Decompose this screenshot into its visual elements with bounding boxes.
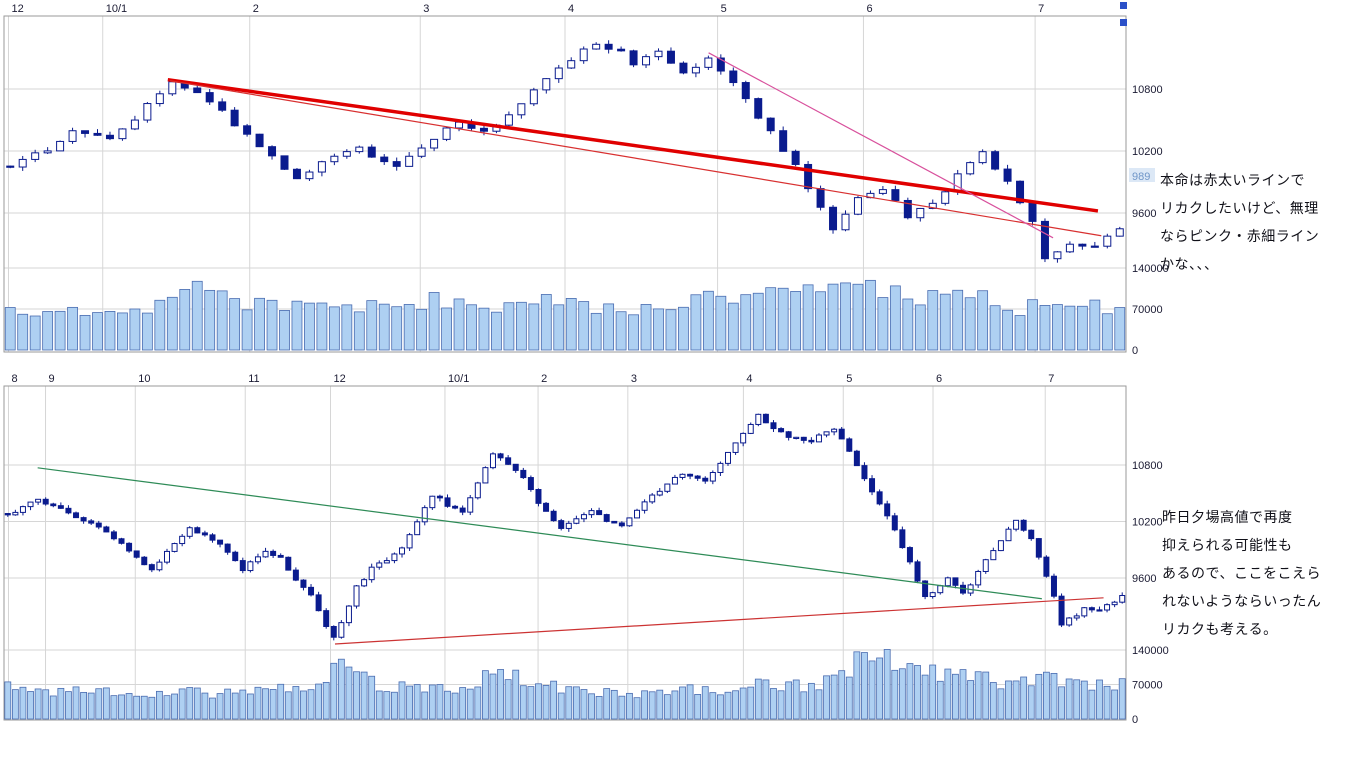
note-line: 本命は赤太いラインで [1160, 172, 1305, 188]
corner-marker[interactable] [1120, 2, 1127, 9]
note-line: 抑えられる可能性も [1162, 537, 1293, 553]
price-axis-label: 9600 [1132, 208, 1156, 220]
chart-note-top: 本命は赤太いラインで リカクしたいけど、無理 ならピンク・赤細ライン かな、、、 [1160, 166, 1319, 278]
plot-border [3, 15, 1127, 353]
x-axis-label: 5 [846, 373, 852, 385]
x-axis-label: 10/1 [106, 3, 127, 15]
x-axis-label: 7 [1048, 373, 1054, 385]
volume-axis-label: 140000 [1132, 263, 1169, 275]
x-axis-label: 3 [631, 373, 637, 385]
volume-bars [4, 649, 1126, 720]
price-axis-label: 10200 [1132, 517, 1163, 529]
x-axis-label: 12 [11, 3, 23, 15]
candles [6, 40, 1124, 263]
note-line: かな、、、 [1160, 256, 1219, 272]
x-axis-label: 4 [568, 3, 574, 15]
price-chart-panel-bottom: 8 9 10 11 12 10/1 2 3 4 5 6 7 10800 10200 9600 140000 70… [0, 370, 1204, 730]
corner-marker[interactable] [1120, 19, 1127, 26]
price-axis-label: 10800 [1132, 84, 1163, 96]
volume-axis-label: 70000 [1132, 304, 1163, 316]
note-line: 昨日夕場高値で再度 [1162, 509, 1293, 525]
chart-note-bottom: 昨日夕場高値で再度 抑えられる可能性もあるので、ここをこえら れないようならいったん… [1162, 503, 1321, 643]
x-axis-label: 6 [866, 3, 872, 15]
x-axis-label: 7 [1038, 3, 1044, 15]
current-price-tag: 989 [1132, 171, 1150, 183]
x-axis-label: 4 [746, 373, 752, 385]
volume-axis-label: 0 [1132, 345, 1138, 357]
pink-trendline [708, 52, 1054, 239]
plot-border [3, 385, 1127, 721]
x-axis-label: 2 [541, 373, 547, 385]
note-line: リカクしたいけど、無理 [1160, 200, 1319, 216]
thin-red-trendline [169, 80, 1102, 237]
thick-red-trendline [167, 77, 1099, 213]
price-axis-label: 9600 [1132, 573, 1156, 585]
volume-axis-label: 0 [1132, 714, 1138, 726]
note-line: リカクも考える。 [1162, 621, 1278, 637]
grid: 12 10/1 2 3 4 5 6 7 10800 10200 9600 140000 70000 0 [4, 3, 1169, 357]
x-axis-label: 10/1 [448, 373, 469, 385]
volume-axis-label: 70000 [1132, 679, 1163, 691]
note-line: あるので、ここをこえら [1162, 565, 1321, 581]
candlestick-chart-bottom: 8 9 10 11 12 10/1 2 3 4 5 6 7 10800 10200 9600 140000 70… [3, 373, 1169, 726]
x-axis-label: 10 [138, 373, 150, 385]
x-axis-label: 8 [11, 373, 17, 385]
candles [4, 413, 1126, 641]
note-line: ならピンク・赤細ライン [1160, 228, 1320, 244]
x-axis-label: 5 [721, 3, 727, 15]
price-chart-panel-top: 12 10/1 2 3 4 5 6 7 10800 10200 9600 140000 70000 0 98… [0, 0, 1204, 364]
grid: 8 9 10 11 12 10/1 2 3 4 5 6 7 10800 10200 9600 140000 70… [4, 373, 1169, 726]
candlestick-chart-top: 12 10/1 2 3 4 5 6 7 10800 10200 9600 140000 70000 0 98… [3, 2, 1169, 357]
price-axis-label: 10800 [1132, 460, 1163, 472]
current-price-tag-bg [1129, 168, 1155, 182]
green-trendline [37, 467, 1042, 600]
x-axis-label: 3 [423, 3, 429, 15]
note-line: れないようならいったん [1162, 593, 1322, 609]
x-axis-label: 12 [334, 373, 346, 385]
volume-axis-label: 140000 [1132, 645, 1169, 657]
x-axis-label: 11 [248, 373, 259, 385]
x-axis-label: 2 [253, 3, 259, 15]
red-trendline [334, 597, 1104, 645]
price-axis-label: 10200 [1132, 146, 1163, 158]
x-axis-label: 6 [936, 373, 942, 385]
x-axis-label: 9 [49, 373, 55, 385]
volume-bars [4, 279, 1126, 351]
